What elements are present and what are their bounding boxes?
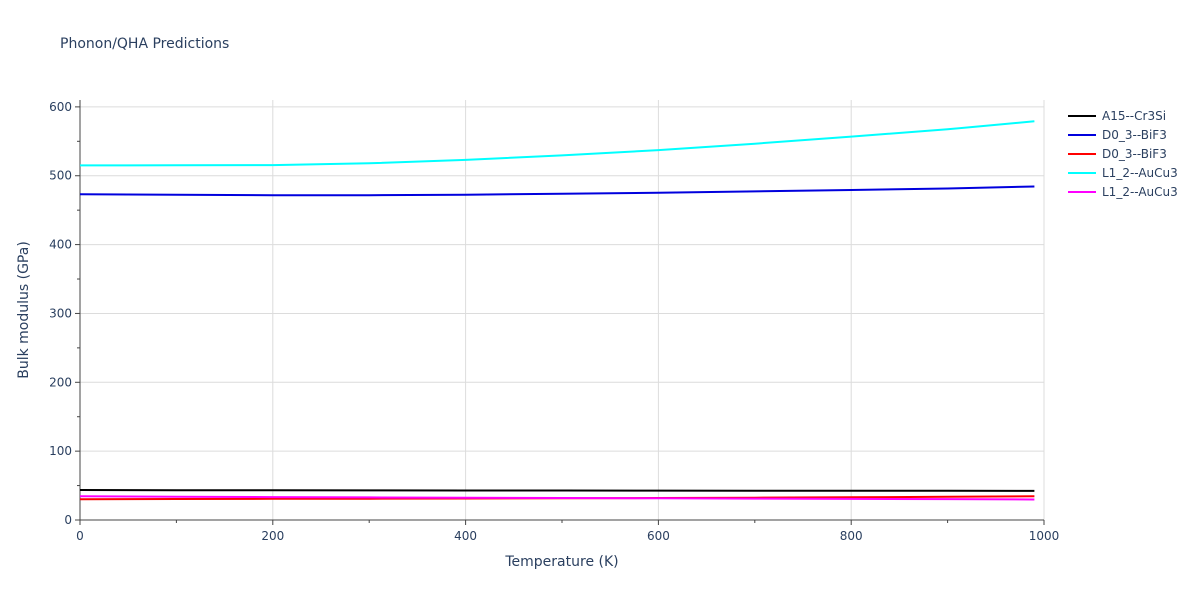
legend-label: A15--Cr3Si	[1102, 108, 1167, 123]
y-tick-label: 200	[49, 375, 72, 389]
x-tick-label: 400	[454, 529, 477, 543]
series-line-1	[79, 185, 1035, 197]
legend: A15--Cr3Si D0_3--BiF3 D0_3--BiF3 L1_2--AuCu…	[1068, 106, 1178, 201]
y-tick-label: 100	[49, 444, 72, 458]
y-tick-label: 500	[49, 169, 72, 183]
y-tick-label: 400	[49, 238, 72, 252]
legend-item-0[interactable]: A15--Cr3Si	[1068, 106, 1178, 125]
series-line-3	[79, 120, 1035, 167]
y-tick-label: 0	[64, 513, 72, 527]
x-tick-label: 1000	[1029, 529, 1060, 543]
y-tick-label: 300	[49, 306, 72, 320]
series-line-4	[79, 495, 1035, 501]
legend-label: L1_2--AuCu3	[1102, 184, 1178, 199]
x-tick-label: 0	[76, 529, 84, 543]
series-line-0	[79, 489, 1035, 492]
legend-label: L1_2--AuCu3	[1102, 165, 1178, 180]
legend-swatch	[1068, 133, 1096, 136]
y-tick-label: 600	[49, 100, 72, 114]
legend-item-1[interactable]: D0_3--BiF3	[1068, 125, 1178, 144]
x-tick-label: 200	[261, 529, 284, 543]
legend-swatch	[1068, 171, 1096, 174]
chart-title: Phonon/QHA Predictions	[60, 36, 230, 52]
x-tick-label: 600	[647, 529, 670, 543]
y-axis-title: Bulk modulus (GPa)	[16, 241, 32, 379]
legend-label: D0_3--BiF3	[1102, 127, 1167, 142]
legend-label: D0_3--BiF3	[1102, 146, 1167, 161]
x-tick-label: 800	[840, 529, 863, 543]
x-axis-title: Temperature (K)	[505, 554, 619, 570]
legend-item-4[interactable]: L1_2--AuCu3	[1068, 182, 1178, 201]
legend-swatch	[1068, 190, 1096, 193]
legend-swatch	[1068, 152, 1096, 155]
legend-item-3[interactable]: L1_2--AuCu3	[1068, 163, 1178, 182]
legend-swatch	[1068, 114, 1096, 117]
legend-item-2[interactable]: D0_3--BiF3	[1068, 144, 1178, 163]
